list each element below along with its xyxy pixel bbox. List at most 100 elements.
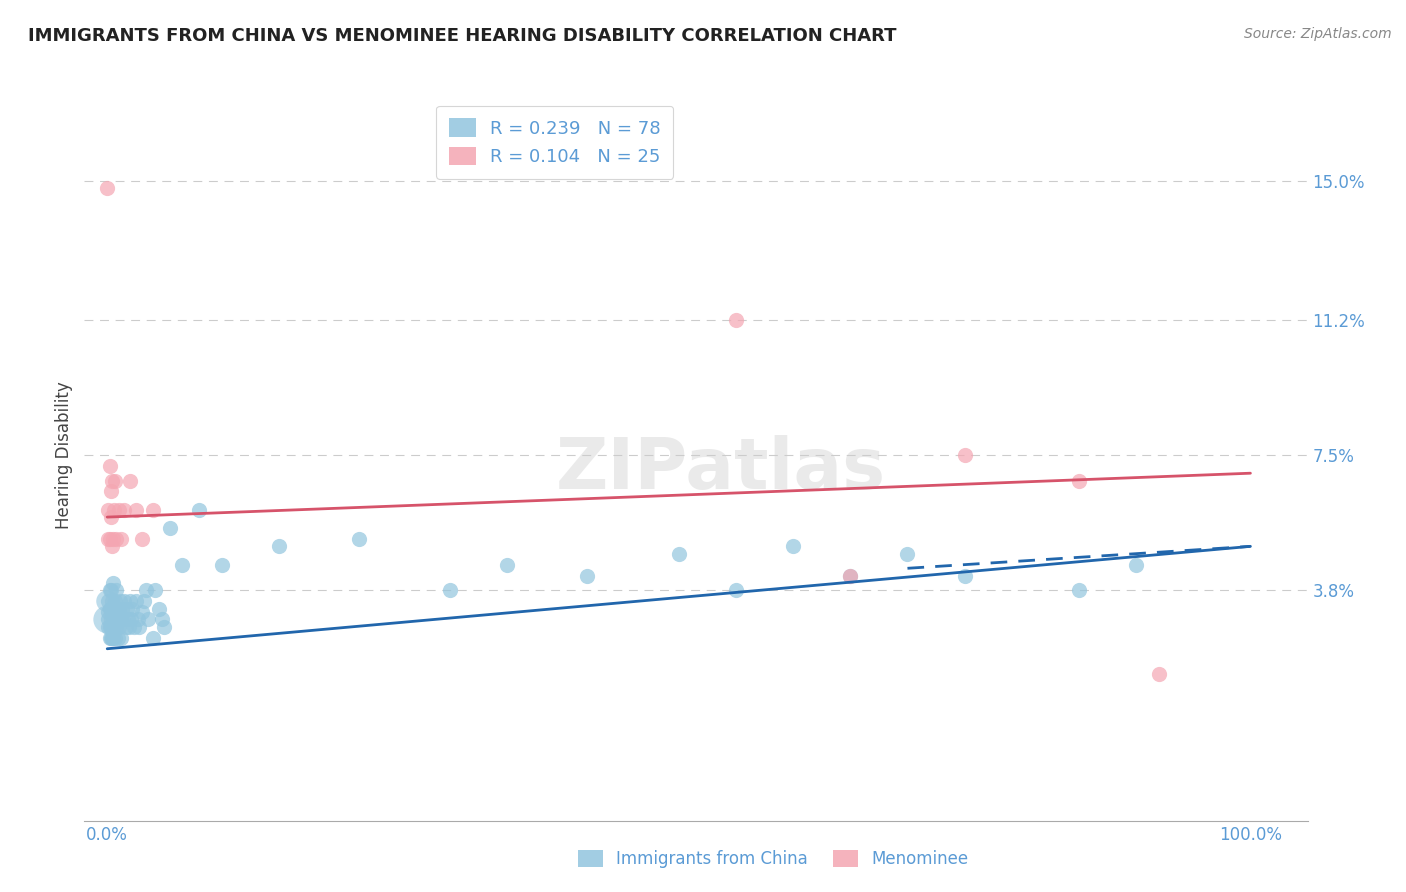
Point bbox=[120, 474, 142, 488]
Point bbox=[159, 521, 181, 535]
Point bbox=[96, 594, 118, 608]
Point bbox=[112, 503, 135, 517]
Point bbox=[1147, 667, 1170, 681]
Point bbox=[107, 605, 129, 619]
Point bbox=[143, 583, 166, 598]
Point bbox=[187, 503, 209, 517]
Point bbox=[110, 532, 132, 546]
Point bbox=[100, 601, 122, 615]
Point bbox=[104, 594, 127, 608]
Point bbox=[211, 558, 233, 572]
Text: IMMIGRANTS FROM CHINA VS MENOMINEE HEARING DISABILITY CORRELATION CHART: IMMIGRANTS FROM CHINA VS MENOMINEE HEARI… bbox=[28, 27, 897, 45]
Point bbox=[101, 474, 124, 488]
Legend: R = 0.239   N = 78, R = 0.104   N = 25: R = 0.239 N = 78, R = 0.104 N = 25 bbox=[436, 105, 673, 178]
Point bbox=[103, 620, 125, 634]
Point bbox=[118, 620, 141, 634]
Legend: Immigrants from China, Menominee: Immigrants from China, Menominee bbox=[571, 843, 976, 875]
Point bbox=[98, 583, 121, 598]
Point bbox=[107, 601, 129, 615]
Point bbox=[104, 631, 127, 645]
Point bbox=[103, 613, 125, 627]
Point bbox=[101, 532, 124, 546]
Point bbox=[782, 539, 804, 553]
Point bbox=[104, 605, 127, 619]
Point bbox=[104, 474, 127, 488]
Point bbox=[142, 503, 165, 517]
Point bbox=[267, 539, 290, 553]
Point bbox=[100, 631, 122, 645]
Point bbox=[111, 601, 134, 615]
Point bbox=[148, 601, 170, 615]
Point bbox=[110, 613, 132, 627]
Point bbox=[120, 594, 142, 608]
Point bbox=[112, 594, 135, 608]
Point bbox=[107, 620, 129, 634]
Point bbox=[96, 181, 118, 195]
Point bbox=[97, 532, 120, 546]
Point bbox=[117, 613, 139, 627]
Point bbox=[138, 613, 160, 627]
Point bbox=[103, 601, 125, 615]
Point bbox=[98, 532, 121, 546]
Point bbox=[107, 613, 129, 627]
Point bbox=[101, 620, 124, 634]
Point bbox=[135, 583, 157, 598]
Y-axis label: Hearing Disability: Hearing Disability bbox=[55, 381, 73, 529]
Point bbox=[839, 568, 862, 582]
Point bbox=[96, 613, 118, 627]
Point bbox=[170, 558, 193, 572]
Point bbox=[839, 568, 862, 582]
Point bbox=[105, 532, 128, 546]
Point bbox=[142, 631, 165, 645]
Point bbox=[132, 594, 155, 608]
Point bbox=[101, 605, 124, 619]
Point bbox=[114, 620, 136, 634]
Point bbox=[105, 620, 128, 634]
Point bbox=[347, 532, 370, 546]
Point bbox=[105, 613, 128, 627]
Point bbox=[101, 620, 124, 634]
Point bbox=[110, 631, 132, 645]
Point bbox=[127, 613, 149, 627]
Point bbox=[101, 594, 124, 608]
Point bbox=[98, 458, 121, 473]
Point bbox=[125, 594, 148, 608]
Point bbox=[1067, 474, 1090, 488]
Point bbox=[112, 613, 135, 627]
Point bbox=[105, 583, 128, 598]
Point bbox=[125, 503, 148, 517]
Point bbox=[439, 583, 461, 598]
Point bbox=[98, 631, 121, 645]
Point bbox=[724, 312, 747, 326]
Point bbox=[103, 503, 125, 517]
Point bbox=[97, 605, 120, 619]
Point bbox=[724, 583, 747, 598]
Point bbox=[97, 594, 120, 608]
Point bbox=[153, 620, 176, 634]
Point bbox=[1067, 583, 1090, 598]
Point bbox=[896, 547, 918, 561]
Point bbox=[150, 613, 173, 627]
Point bbox=[98, 601, 121, 615]
Point bbox=[101, 576, 124, 591]
Point bbox=[100, 613, 122, 627]
Point bbox=[107, 631, 129, 645]
Point bbox=[97, 503, 120, 517]
Point bbox=[120, 613, 142, 627]
Point bbox=[131, 532, 153, 546]
Point bbox=[108, 594, 131, 608]
Point bbox=[100, 620, 122, 634]
Point bbox=[1125, 558, 1147, 572]
Point bbox=[115, 601, 138, 615]
Point bbox=[101, 631, 124, 645]
Point bbox=[97, 620, 120, 634]
Point bbox=[953, 448, 976, 462]
Point bbox=[128, 620, 150, 634]
Text: Source: ZipAtlas.com: Source: ZipAtlas.com bbox=[1244, 27, 1392, 41]
Point bbox=[101, 631, 124, 645]
Point bbox=[953, 568, 976, 582]
Point bbox=[100, 510, 122, 524]
Point bbox=[101, 605, 124, 619]
Point bbox=[576, 568, 599, 582]
Point bbox=[131, 605, 153, 619]
